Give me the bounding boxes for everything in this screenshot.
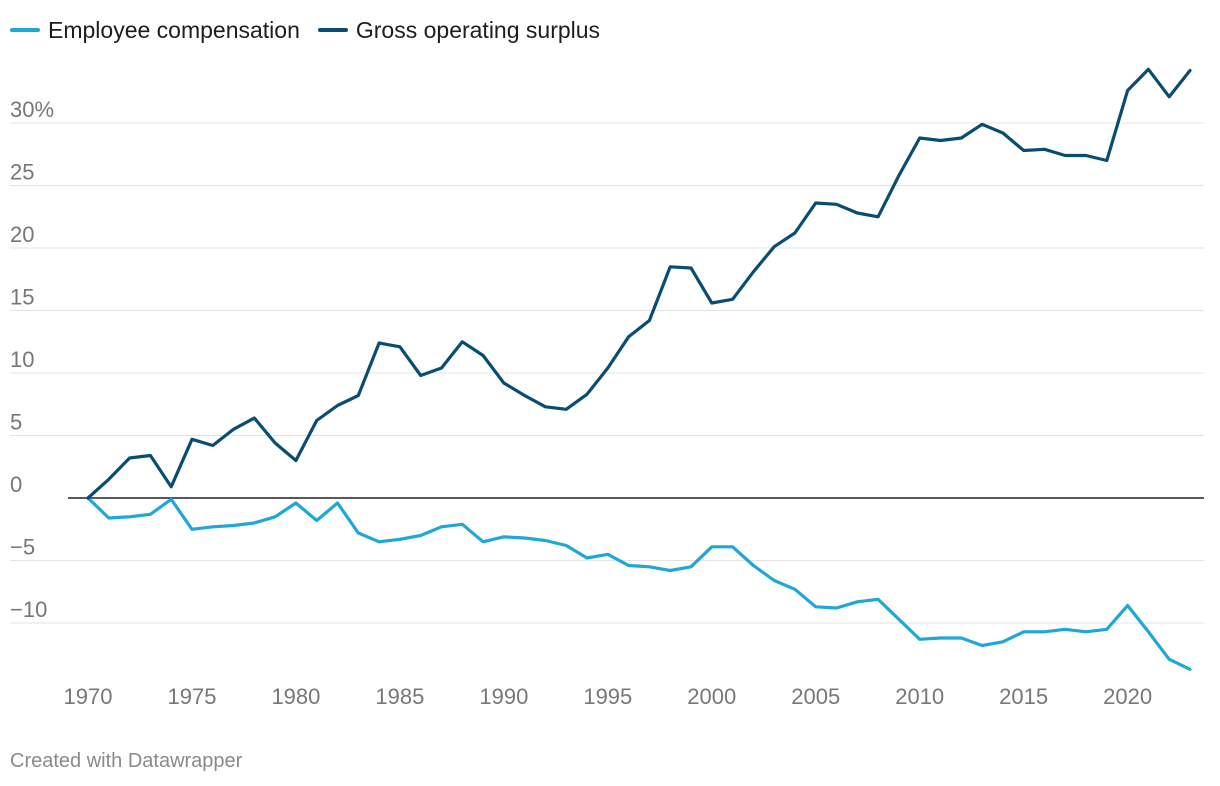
y-tick-label: −5: [10, 535, 35, 560]
x-tick-label: 2010: [895, 684, 944, 709]
y-tick-label: 10: [10, 347, 34, 372]
x-tick-label: 1990: [479, 684, 528, 709]
legend-item-employee-compensation: Employee compensation: [10, 17, 300, 44]
y-tick-label: −10: [10, 597, 47, 622]
chart-credit: Created with Datawrapper: [10, 750, 243, 772]
x-tick-label: 1980: [271, 684, 320, 709]
y-tick-label: 15: [10, 285, 34, 310]
legend-item-gross-operating-surplus: Gross operating surplus: [317, 16, 601, 44]
x-tick-label: 1995: [583, 684, 632, 709]
y-tick-label: 0: [10, 472, 22, 497]
legend-swatch-employee-compensation: [10, 28, 40, 32]
x-tick-label: 2020: [1103, 684, 1152, 709]
x-tick-label: 2015: [999, 684, 1048, 709]
y-tick-label: 20: [10, 222, 34, 247]
y-tick-label: 30%: [10, 97, 54, 122]
x-tick-label: 2005: [791, 684, 840, 709]
x-tick-label: 1975: [167, 684, 216, 709]
x-tick-label: 1970: [64, 684, 113, 709]
y-tick-label: 5: [10, 410, 22, 435]
chart-legend: Employee compensation Gross operating su…: [10, 14, 600, 46]
x-tick-label: 2000: [687, 684, 736, 709]
series-line-gross-operating-surplus: [86, 67, 1192, 500]
y-tick-label: 25: [10, 160, 34, 185]
legend-label-employee-compensation: Employee compensation: [48, 16, 300, 43]
x-tick-label: 1985: [375, 684, 424, 709]
series-line-employee-compensation: [86, 496, 1192, 671]
legend-label-gross-operating-surplus: Gross operating surplus: [355, 16, 601, 43]
legend-swatch-gross-operating-surplus: [317, 28, 348, 32]
